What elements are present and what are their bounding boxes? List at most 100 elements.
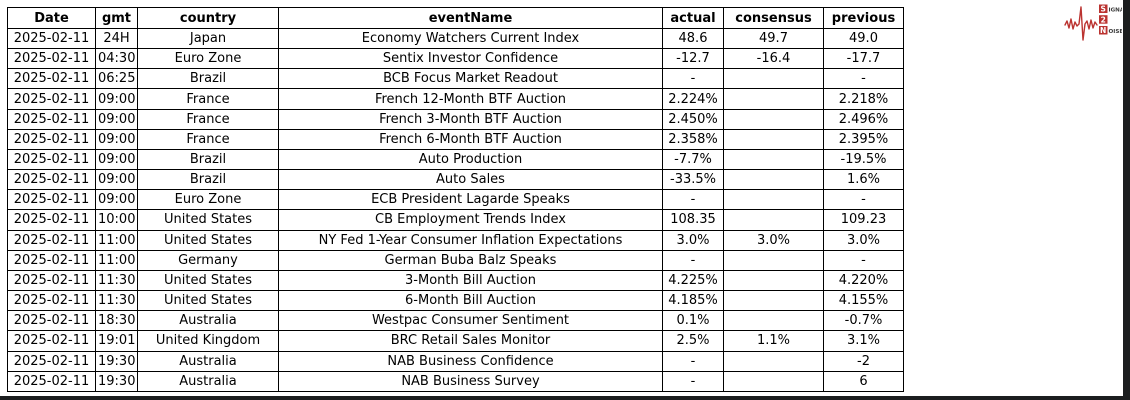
logo-digit-2: 2 xyxy=(1101,15,1106,24)
table-row: 2025-02-11 11:30 United States 6-Month B… xyxy=(7,290,904,312)
column-header-eventname: eventName xyxy=(278,7,663,29)
cell-eventname: 3-Month Bill Auction xyxy=(278,269,663,292)
cell-consensus xyxy=(723,108,824,130)
cell-consensus xyxy=(723,148,824,171)
cell-country: Euro Zone xyxy=(137,189,279,211)
cell-previous: 49.0 xyxy=(823,27,904,50)
column-header-date: Date xyxy=(7,7,96,29)
table-row: 2025-02-11 09:00 Brazil Auto Sales -33.5… xyxy=(7,169,904,191)
cell-consensus: 3.0% xyxy=(723,229,824,251)
cell-previous: 109.23 xyxy=(823,209,904,231)
cell-actual: 4.225% xyxy=(662,269,724,292)
cell-eventname: Sentix Investor Confidence xyxy=(278,48,663,70)
cell-date: 2025-02-11 xyxy=(7,350,96,372)
cell-actual: 108.35 xyxy=(662,209,724,231)
cell-actual: 2.5% xyxy=(662,330,724,352)
cell-date: 2025-02-11 xyxy=(7,68,96,90)
cell-eventname: BRC Retail Sales Monitor xyxy=(278,330,663,352)
logo-text-ignal: IGNAL xyxy=(1109,7,1123,13)
cell-eventname: BCB Focus Market Readout xyxy=(278,68,663,90)
cell-gmt: 11:30 xyxy=(95,290,138,312)
cell-eventname: Economy Watchers Current Index xyxy=(278,27,663,50)
column-header-actual: actual xyxy=(662,7,724,29)
cell-actual: - xyxy=(662,189,724,211)
cell-country: Australia xyxy=(137,310,279,332)
screen-edge-right-bar xyxy=(1123,0,1130,400)
cell-eventname: French 3-Month BTF Auction xyxy=(278,108,663,130)
cell-country: Germany xyxy=(137,249,279,271)
cell-country: Japan xyxy=(137,27,279,50)
cell-consensus xyxy=(723,370,824,393)
table-row: 2025-02-11 18:30 Australia Westpac Consu… xyxy=(7,310,904,332)
cell-previous: - xyxy=(823,189,904,211)
table-row: 2025-02-11 06:25 Brazil BCB Focus Market… xyxy=(7,68,904,90)
cell-gmt: 19:30 xyxy=(95,370,138,393)
table-row: 2025-02-11 11:00 United States NY Fed 1-… xyxy=(7,229,904,251)
cell-gmt: 11:00 xyxy=(95,229,138,251)
cell-previous: 3.1% xyxy=(823,330,904,352)
cell-previous: 2.218% xyxy=(823,88,904,110)
cell-date: 2025-02-11 xyxy=(7,249,96,271)
table-row: 2025-02-11 19:01 United Kingdom BRC Reta… xyxy=(7,330,904,352)
cell-date: 2025-02-11 xyxy=(7,370,96,393)
cell-date: 2025-02-11 xyxy=(7,27,96,50)
cell-gmt: 04:30 xyxy=(95,48,138,70)
logo-text-oise: OISE xyxy=(1109,29,1123,35)
cell-actual: 4.185% xyxy=(662,290,724,312)
cell-actual: 0.1% xyxy=(662,310,724,332)
cell-country: Brazil xyxy=(137,68,279,90)
signal2noise-logo: S IGNAL 2 N OISE xyxy=(1064,4,1123,41)
cell-gmt: 09:00 xyxy=(95,88,138,110)
cell-gmt: 24H xyxy=(95,27,138,50)
cell-consensus xyxy=(723,310,824,332)
cell-previous: -0.7% xyxy=(823,310,904,332)
table-header: Date gmt country eventName actual consen… xyxy=(7,7,904,29)
cell-eventname: NY Fed 1-Year Consumer Inflation Expecta… xyxy=(278,229,663,251)
cell-actual: 2.358% xyxy=(662,128,724,150)
cell-date: 2025-02-11 xyxy=(7,310,96,332)
table-row: 2025-02-11 24H Japan Economy Watchers Cu… xyxy=(7,27,904,50)
cell-country: Brazil xyxy=(137,169,279,191)
cell-previous: 2.496% xyxy=(823,108,904,130)
cell-consensus xyxy=(723,68,824,90)
cell-country: United States xyxy=(137,290,279,312)
cell-previous: 2.395% xyxy=(823,128,904,150)
cell-actual: - xyxy=(662,249,724,271)
table-row: 2025-02-11 10:00 United States CB Employ… xyxy=(7,209,904,231)
cell-consensus xyxy=(723,189,824,211)
cell-consensus xyxy=(723,88,824,110)
table-row: 2025-02-11 11:30 United States 3-Month B… xyxy=(7,269,904,292)
cell-gmt: 19:30 xyxy=(95,350,138,372)
cell-gmt: 18:30 xyxy=(95,310,138,332)
cell-country: Brazil xyxy=(137,148,279,171)
cell-previous: 4.220% xyxy=(823,269,904,292)
column-header-consensus: consensus xyxy=(723,7,824,29)
cell-date: 2025-02-11 xyxy=(7,108,96,130)
table-row: 2025-02-11 19:30 Australia NAB Business … xyxy=(7,370,904,393)
cell-country: United States xyxy=(137,229,279,251)
cell-eventname: NAB Business Survey xyxy=(278,370,663,393)
cell-country: France xyxy=(137,88,279,110)
cell-gmt: 06:25 xyxy=(95,68,138,90)
cell-country: Euro Zone xyxy=(137,48,279,70)
cell-date: 2025-02-11 xyxy=(7,189,96,211)
logo-wordmark: S IGNAL 2 N OISE xyxy=(1099,4,1123,35)
table-row: 2025-02-11 19:30 Australia NAB Business … xyxy=(7,350,904,372)
cell-date: 2025-02-11 xyxy=(7,88,96,110)
cell-previous: -17.7 xyxy=(823,48,904,70)
cell-date: 2025-02-11 xyxy=(7,128,96,150)
cell-date: 2025-02-11 xyxy=(7,229,96,251)
economic-calendar-table: Date gmt country eventName actual consen… xyxy=(7,7,904,393)
table-row: 2025-02-11 09:00 Brazil Auto Production … xyxy=(7,148,904,171)
screen-edge-bottom-bar xyxy=(0,396,1130,400)
cell-country: United States xyxy=(137,269,279,292)
cell-actual: - xyxy=(662,370,724,393)
cell-date: 2025-02-11 xyxy=(7,290,96,312)
cell-date: 2025-02-11 xyxy=(7,209,96,231)
cell-actual: -7.7% xyxy=(662,148,724,171)
column-header-previous: previous xyxy=(823,7,904,29)
table-row: 2025-02-11 09:00 France French 3-Month B… xyxy=(7,108,904,130)
cell-previous: -19.5% xyxy=(823,148,904,171)
cell-consensus xyxy=(723,128,824,150)
cell-actual: -12.7 xyxy=(662,48,724,70)
